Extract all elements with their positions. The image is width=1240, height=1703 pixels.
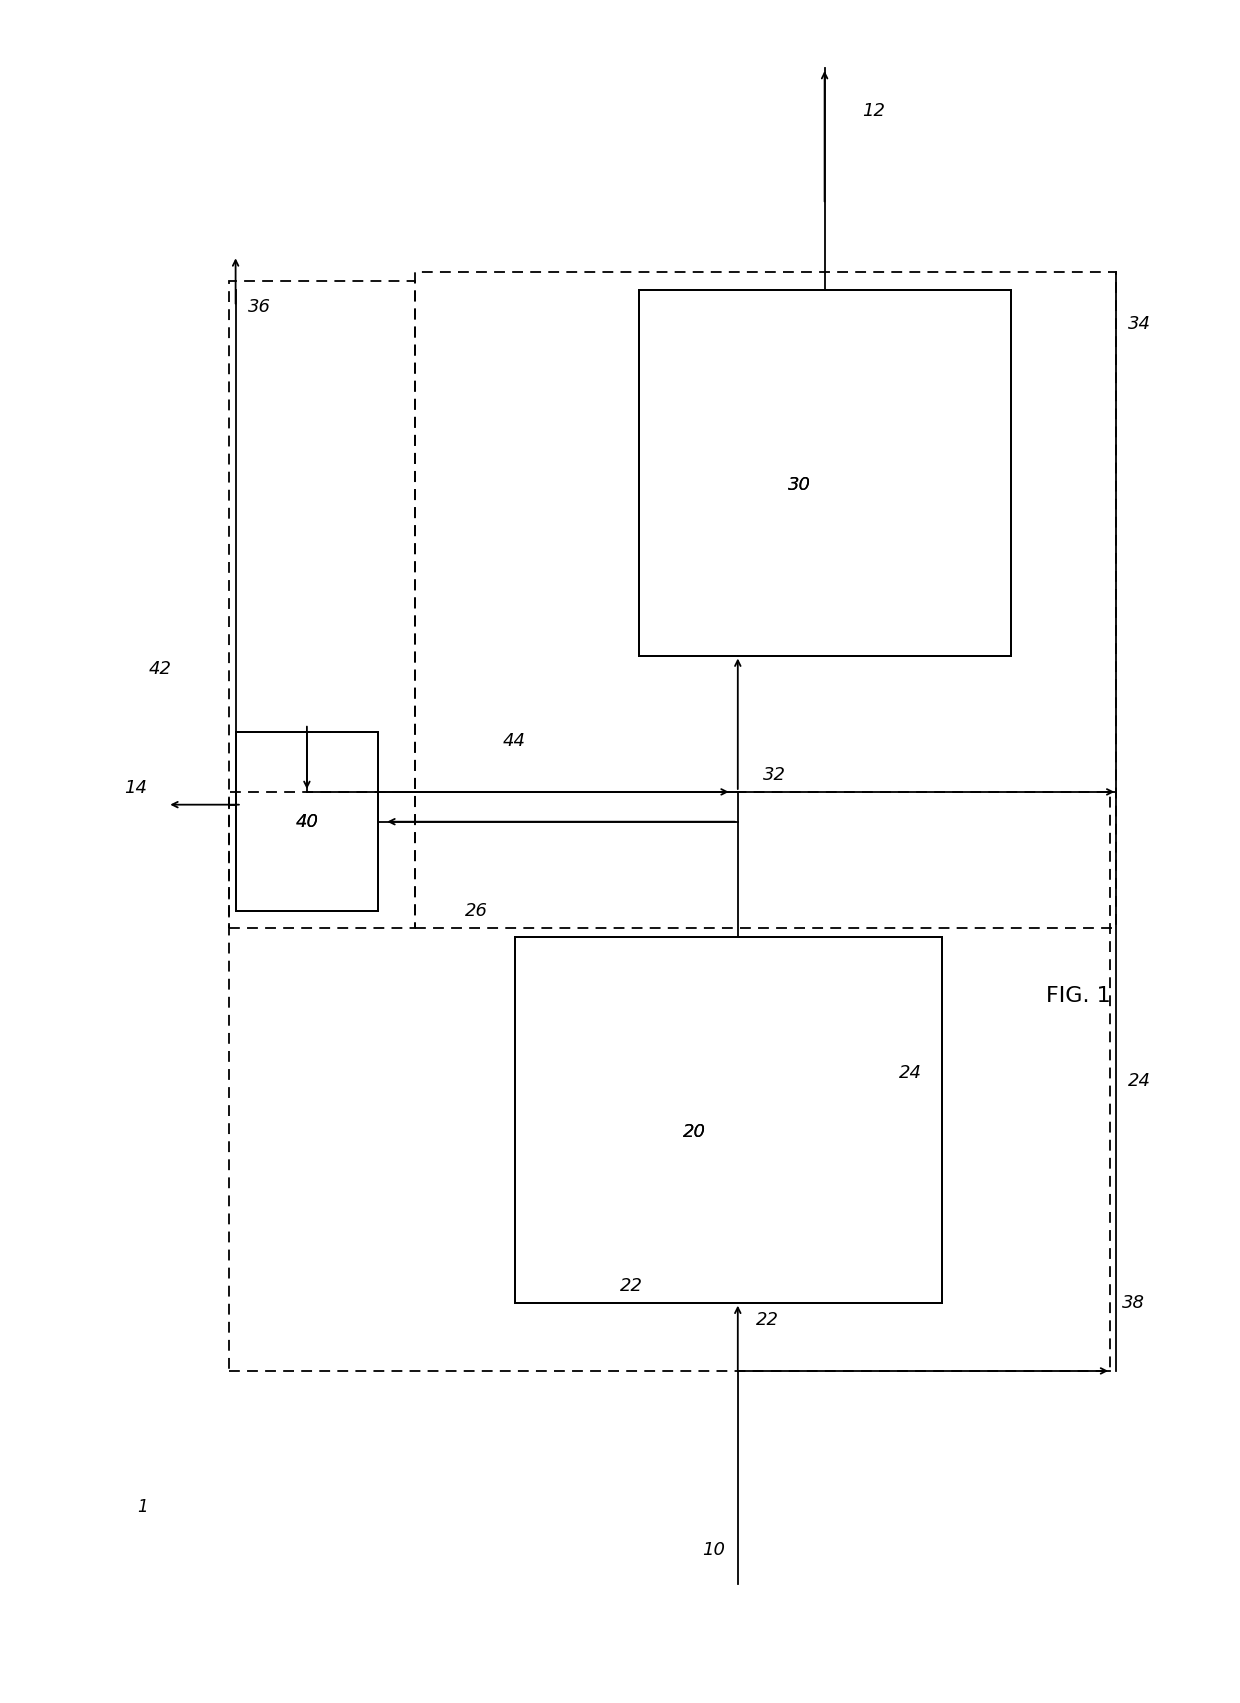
- Text: 10: 10: [702, 1541, 725, 1558]
- Text: 40: 40: [295, 812, 319, 831]
- Bar: [415, 272, 1116, 928]
- Text: 30: 30: [789, 477, 811, 494]
- Text: 42: 42: [149, 661, 172, 678]
- Text: 30: 30: [789, 477, 811, 494]
- Text: 34: 34: [1128, 315, 1152, 332]
- Bar: [229, 281, 415, 928]
- Text: 1: 1: [138, 1499, 148, 1516]
- Bar: [236, 732, 378, 911]
- Text: 44: 44: [502, 732, 526, 749]
- Text: 36: 36: [248, 298, 272, 315]
- Bar: [229, 792, 1110, 1371]
- Text: 22: 22: [756, 1311, 780, 1328]
- Text: 38: 38: [1122, 1294, 1146, 1311]
- Text: 22: 22: [620, 1277, 644, 1294]
- Text: 26: 26: [465, 903, 489, 920]
- Bar: [639, 290, 1011, 656]
- Bar: [515, 937, 942, 1303]
- Text: 40: 40: [295, 812, 319, 831]
- Text: 20: 20: [683, 1124, 706, 1141]
- Text: 14: 14: [124, 778, 148, 797]
- Text: 12: 12: [862, 102, 885, 119]
- Text: FIG. 1: FIG. 1: [1047, 986, 1111, 1006]
- Text: 24: 24: [1128, 1073, 1152, 1090]
- Text: 32: 32: [763, 766, 786, 783]
- Text: 24: 24: [899, 1064, 923, 1081]
- Text: 20: 20: [683, 1124, 706, 1141]
